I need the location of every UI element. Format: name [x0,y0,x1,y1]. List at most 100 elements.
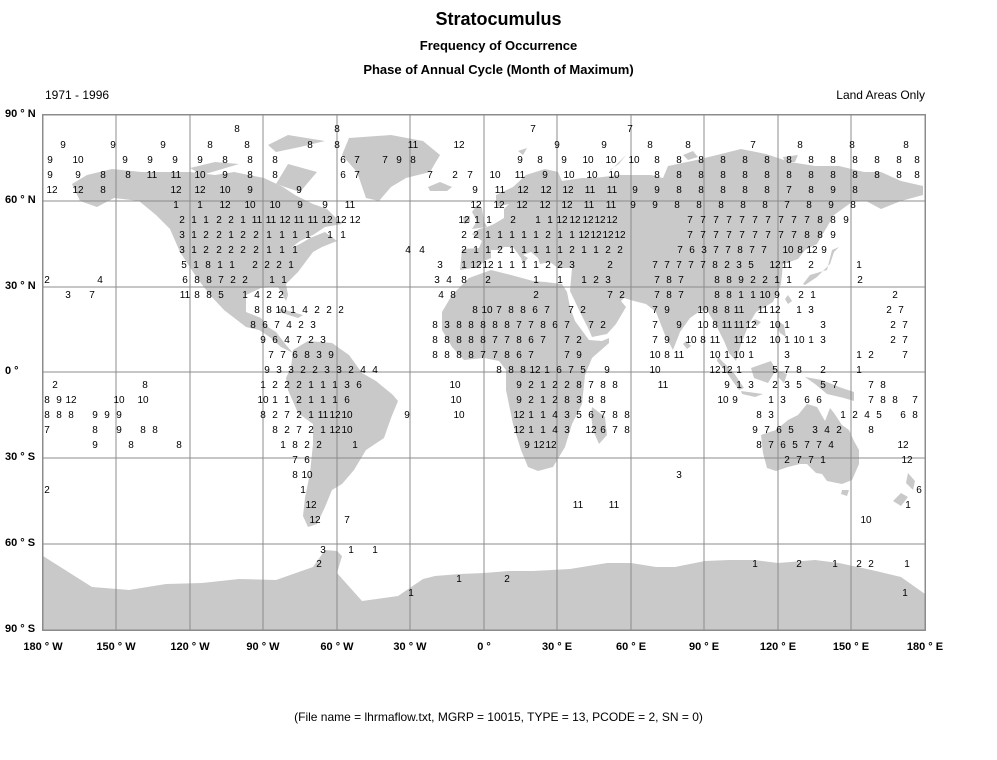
month-of-maximum-value: 8 [304,350,310,361]
month-of-maximum-value: 8 [666,290,672,301]
month-of-maximum-value: 7 [749,245,755,256]
month-of-maximum-value: 10 [586,170,598,181]
month-of-maximum-value: 1 [292,230,298,241]
month-of-maximum-value: 2 [348,365,354,376]
month-of-maximum-value: 8 [100,170,106,181]
month-of-maximum-value: 3 [808,305,814,316]
month-of-maximum-value: 1 [279,230,285,241]
month-of-maximum-value: 10 [608,170,620,181]
month-of-maximum-value: 7 [516,320,522,331]
land-madagascar [591,407,607,444]
month-of-maximum-value: 7 [713,230,719,241]
month-of-maximum-value: 12 [453,140,465,151]
month-of-maximum-value: 12 [65,395,77,406]
month-of-maximum-value: 1 [191,215,197,226]
month-of-maximum-value: 7 [902,350,908,361]
lon-axis-label: 180 ° W [23,641,63,653]
month-of-maximum-value: 12 [194,185,206,196]
month-of-maximum-value: 3 [564,410,570,421]
month-of-maximum-value: 7 [496,305,502,316]
month-of-maximum-value: 1 [320,380,326,391]
month-of-maximum-value: 1 [281,275,287,286]
month-of-maximum-value: 3 [310,320,316,331]
land-japan [803,247,839,285]
month-of-maximum-value: 8 [508,305,514,316]
month-of-maximum-value: 7 [492,350,498,361]
month-of-maximum-value: 6 [516,350,522,361]
month-of-maximum-value: 2 [240,230,246,241]
month-of-maximum-value: 7 [568,305,574,316]
month-of-maximum-value: 8 [508,365,514,376]
month-of-maximum-value: 1 [266,245,272,256]
month-of-maximum-value: 2 [868,350,874,361]
month-of-maximum-value: 6 [304,455,310,466]
month-of-maximum-value: 7 [902,320,908,331]
month-of-maximum-value: 10 [113,395,125,406]
month-of-maximum-value: 1 [340,230,346,241]
month-of-maximum-value: 1 [557,245,563,256]
month-of-maximum-value: 12 [709,365,721,376]
month-of-maximum-value: 8 [808,155,814,166]
month-of-maximum-value: 2 [461,230,467,241]
month-of-maximum-value: 1 [332,395,338,406]
month-of-maximum-value: 8 [666,275,672,286]
month-of-maximum-value: 2 [304,440,310,451]
month-of-maximum-value: 11 [757,305,769,316]
month-of-maximum-value: 8 [254,305,260,316]
month-of-maximum-value: 8 [698,155,704,166]
month-of-maximum-value: 9 [396,155,402,166]
month-of-maximum-value: 7 [752,230,758,241]
month-of-maximum-value: 7 [652,335,658,346]
month-of-maximum-value: 11 [293,215,305,226]
land-new-siberian-islands [783,155,798,162]
month-of-maximum-value: 7 [564,320,570,331]
month-of-maximum-value: 7 [688,260,694,271]
month-of-maximum-value: 7 [354,170,360,181]
month-of-maximum-value: 8 [624,410,630,421]
lon-axis-label: 0 ° [477,641,491,653]
month-of-maximum-value: 2 [857,275,863,286]
month-of-maximum-value: 7 [540,335,546,346]
month-of-maximum-value: 6 [262,320,268,331]
month-of-maximum-value: 10 [860,515,872,526]
month-of-maximum-value: 2 [266,290,272,301]
month-of-maximum-value: 10 [341,410,353,421]
month-of-maximum-value: 8 [880,380,886,391]
month-of-maximum-value: 1 [569,230,575,241]
month-of-maximum-value: 8 [468,335,474,346]
month-of-maximum-value: 8 [817,230,823,241]
month-of-maximum-value: 5 [576,410,582,421]
lon-axis-label: 90 ° E [688,641,720,653]
month-of-maximum-value: 1 [752,559,758,570]
month-of-maximum-value: 1 [229,260,235,271]
month-of-maximum-value: 12 [539,200,551,211]
month-of-maximum-value: 2 [230,275,236,286]
land-greenland [342,135,440,201]
month-of-maximum-value: 7 [427,170,433,181]
month-of-maximum-value: 2 [300,365,306,376]
month-of-maximum-value: 9 [517,155,523,166]
month-of-maximum-value: 2 [784,455,790,466]
month-of-maximum-value: 8 [720,155,726,166]
month-of-maximum-value: 2 [808,260,814,271]
month-of-maximum-value: 9 [830,230,836,241]
longitude-axis: 180 ° W 150 ° W 120 ° W 90 ° W 60 ° W 30 ° W 0… [0,641,997,657]
month-of-maximum-value: 8 [410,155,416,166]
month-of-maximum-value: 2 [557,260,563,271]
month-of-maximum-value: 9 [222,170,228,181]
month-of-maximum-value: 1 [581,275,587,286]
month-of-maximum-value: 12 [569,215,581,226]
month-of-maximum-value: 1 [272,395,278,406]
month-of-maximum-value: 1 [533,275,539,286]
lat-axis-label: 30 ° S [5,451,36,463]
month-of-maximum-value: 2 [796,559,802,570]
month-of-maximum-value: 4 [824,425,830,436]
month-of-maximum-value: 7 [296,425,302,436]
month-of-maximum-value: 9 [472,185,478,196]
month-of-maximum-value: 7 [678,275,684,286]
lon-axis-label: 30 ° E [541,641,573,653]
month-of-maximum-value: 8 [292,470,298,481]
month-of-maximum-value: 1 [820,455,826,466]
month-of-maximum-value: 8 [444,350,450,361]
month-of-maximum-value: 10 [137,395,149,406]
